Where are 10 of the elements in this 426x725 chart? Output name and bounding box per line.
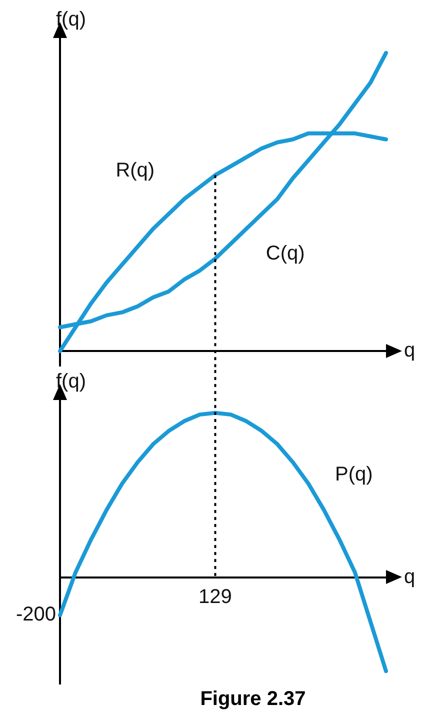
x-axis-title: q — [404, 566, 416, 588]
caption: Figure 2.37 — [199, 688, 307, 711]
y-axis-title: f(q) — [56, 8, 86, 31]
y-axis-title: f(q) — [56, 370, 86, 393]
series-label: P(q) — [335, 463, 373, 486]
text: 129 — [198, 586, 232, 608]
series-label: R(q) — [116, 159, 155, 182]
text: -200 — [16, 604, 56, 626]
x-axis-title: q — [404, 340, 416, 362]
series-label: C(q) — [266, 242, 305, 265]
